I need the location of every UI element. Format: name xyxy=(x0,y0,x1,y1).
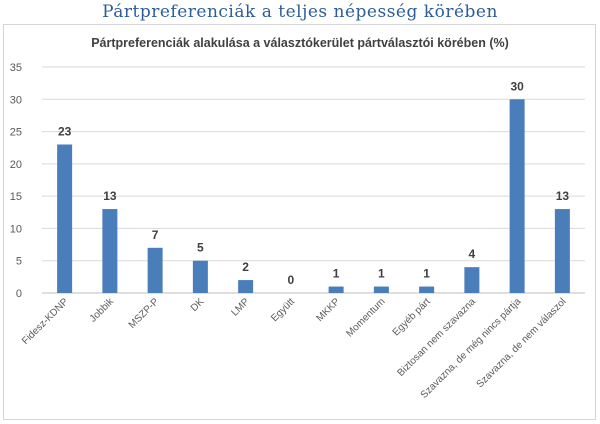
data-label: 7 xyxy=(152,228,159,242)
x-category-label: MKKP xyxy=(314,296,342,324)
x-axis-categories: Fidesz-KDNP Jobbik MSZP-P DK LMP Együtt MKKP Mo… xyxy=(20,296,568,401)
x-category-label: Momentum xyxy=(344,296,387,339)
data-label: 1 xyxy=(333,267,340,281)
bar xyxy=(192,260,208,293)
data-label: 23 xyxy=(58,124,72,138)
data-labels: 23 13 7 5 2 0 1 1 1 4 30 13 xyxy=(58,79,569,287)
x-category-label: MSZP-P xyxy=(127,296,162,331)
x-category-label: DK xyxy=(189,296,207,314)
y-tick-label: 0 xyxy=(16,288,22,300)
data-label: 0 xyxy=(288,273,295,287)
data-label: 1 xyxy=(423,267,430,281)
page-title: Pártpreferenciák a teljes népesség köréb… xyxy=(102,2,498,22)
bar xyxy=(464,267,480,293)
y-tick-label: 5 xyxy=(16,256,22,268)
bar xyxy=(328,286,344,293)
y-tick-label: 30 xyxy=(10,94,22,106)
x-category-label: Fidesz-KDNP xyxy=(20,296,71,347)
y-tick-label: 35 xyxy=(10,62,22,74)
bar xyxy=(238,280,254,293)
bar xyxy=(147,247,163,293)
data-label: 2 xyxy=(242,260,249,274)
y-tick-label: 20 xyxy=(10,159,22,171)
bar xyxy=(102,209,118,293)
bar xyxy=(373,286,389,293)
x-category-label: Biztosan nem szavazna xyxy=(396,296,479,379)
x-category-label: Egyéb párt xyxy=(391,296,433,338)
data-label: 5 xyxy=(197,241,204,255)
x-category-label: Szavazna, de nem válaszol xyxy=(475,296,569,390)
x-category-label: Jobbik xyxy=(88,296,117,325)
bar xyxy=(509,99,525,294)
chart-frame xyxy=(3,24,596,420)
bars xyxy=(57,99,570,294)
data-label: 30 xyxy=(510,79,524,93)
x-category-label: LMP xyxy=(229,296,252,319)
data-label: 1 xyxy=(378,267,385,281)
data-label: 13 xyxy=(556,189,570,203)
data-label: 4 xyxy=(469,247,476,261)
y-tick-label: 10 xyxy=(10,223,22,235)
bar xyxy=(419,286,435,293)
bar xyxy=(57,144,73,293)
gridlines xyxy=(42,66,585,294)
bar xyxy=(554,209,570,293)
y-tick-label: 25 xyxy=(10,127,22,139)
y-tick-label: 15 xyxy=(10,191,22,203)
data-label: 13 xyxy=(103,189,117,203)
x-category-label: Együtt xyxy=(269,296,297,324)
chart-title: Pártpreferenciák alakulása a választóker… xyxy=(91,36,509,50)
y-axis-ticks: 0 5 10 15 20 25 30 35 xyxy=(10,62,22,300)
